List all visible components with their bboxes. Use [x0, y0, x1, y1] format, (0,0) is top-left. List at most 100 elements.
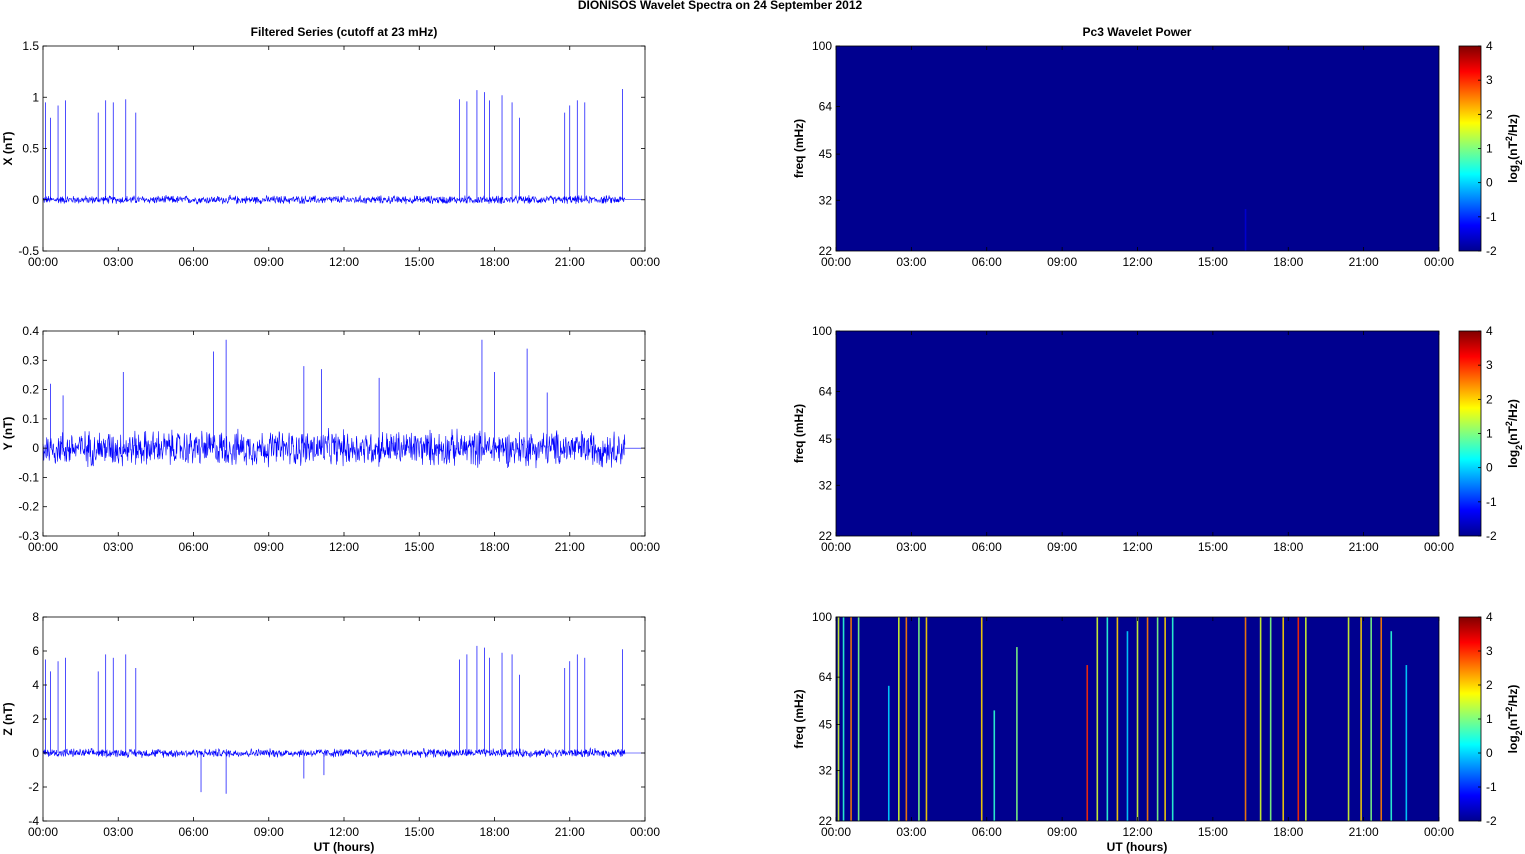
x-tick-label: 00:00 [630, 255, 660, 269]
y-tick-label: 1 [32, 90, 39, 104]
plot-area [43, 331, 645, 536]
colorbar-tick-label: 4 [1486, 610, 1493, 624]
colorbar-tick-label: 1 [1486, 427, 1493, 441]
y-tick-label: 0.5 [22, 142, 39, 156]
colorbar: -2 -1 0 1 2 3 4 log2(nT2/Hz) [1458, 324, 1524, 543]
y-tick-label: 4 [32, 678, 39, 692]
y-axis-label: Z (nT) [1, 702, 15, 735]
heatmap-streak [1116, 617, 1119, 821]
colorbar-label: log2(nT2/Hz) [1504, 399, 1524, 468]
heatmap-streak [1086, 665, 1089, 821]
x-tick-label: 00:00 [630, 825, 660, 839]
heatmap-streak [842, 617, 845, 821]
x-tick-label: 09:00 [1047, 540, 1077, 554]
x-tick-label: 09:00 [254, 540, 284, 554]
x-tick-label: 00:00 [821, 540, 851, 554]
heatmap-streak [918, 617, 920, 821]
heatmap-streak [1156, 617, 1159, 821]
y-tick-label: 0 [32, 746, 39, 760]
y-tick-label: 1.5 [22, 39, 39, 53]
y-tick-label: -0.5 [18, 244, 39, 258]
filtered-series-panel: -0.3 -0.2 -0.1 0 0.1 0.2 0.3 0.4 00:00 03:00 06:00… [1, 324, 660, 554]
x-tick-label: 15:00 [404, 255, 434, 269]
y-tick-label: 32 [819, 193, 833, 207]
heatmap-background [836, 46, 1439, 251]
x-tick-label: 06:00 [972, 255, 1002, 269]
x-tick-label: 09:00 [1047, 825, 1077, 839]
colorbar-tick-label: 0 [1486, 746, 1493, 760]
x-tick-label: 06:00 [972, 540, 1002, 554]
heatmap-streak [1016, 647, 1018, 821]
y-tick-label: -0.3 [18, 529, 39, 543]
x-tick-label: 00:00 [630, 540, 660, 554]
colorbar-tick-label: -1 [1486, 495, 1497, 509]
x-tick-label: 09:00 [254, 255, 284, 269]
y-tick-label: 64 [819, 670, 833, 684]
y-axis-label: freq (mHz) [792, 689, 806, 748]
colorbar-label: log2(nT2/Hz) [1504, 685, 1524, 754]
colorbar-gradient [1458, 330, 1482, 537]
x-tick-label: 12:00 [1122, 255, 1152, 269]
y-tick-label: -2 [28, 780, 39, 794]
heatmap-streak [1390, 631, 1393, 821]
colorbar-tick-label: 4 [1486, 324, 1493, 338]
x-tick-label: 06:00 [178, 255, 208, 269]
colorbar-tick-label: 1 [1486, 712, 1493, 726]
x-tick-label: 18:00 [1273, 255, 1303, 269]
heatmap-streak [837, 617, 840, 821]
x-tick-label: 03:00 [103, 540, 133, 554]
colorbar-tick-label: -1 [1486, 210, 1497, 224]
x-tick-label: 15:00 [1198, 255, 1228, 269]
colorbar-tick-label: -2 [1486, 529, 1497, 543]
filtered-series-panel: -0.5 0 0.5 1 1.5 00:00 03:00 06:00 09:00 12:00 15:… [1, 39, 660, 269]
y-tick-label: 32 [819, 764, 833, 778]
y-tick-label: -4 [28, 814, 39, 828]
y-tick-label: 100 [812, 610, 832, 624]
y-tick-label: 100 [812, 324, 832, 338]
x-tick-label: 00:00 [821, 825, 851, 839]
y-tick-label: 0.4 [22, 324, 39, 338]
colorbar-tick-label: 2 [1486, 107, 1493, 121]
x-tick-label: 18:00 [1273, 825, 1303, 839]
heatmap-streak [1370, 617, 1372, 821]
x-tick-label: 21:00 [1349, 825, 1379, 839]
heatmap-background [836, 331, 1439, 536]
y-tick-label: 6 [32, 644, 39, 658]
colorbar-tick-label: -2 [1486, 244, 1497, 258]
heatmap-streak [898, 617, 900, 821]
colorbar: -2 -1 0 1 2 3 4 log2(nT2/Hz) [1458, 39, 1524, 258]
x-axis-label-right: UT (hours) [1107, 840, 1168, 854]
y-tick-label: 22 [819, 244, 833, 258]
y-tick-label: 45 [819, 432, 833, 446]
x-tick-label: 06:00 [178, 825, 208, 839]
heatmap-streak [1380, 617, 1383, 821]
heatmap-streak [1126, 631, 1129, 821]
x-tick-label: 21:00 [555, 825, 585, 839]
y-tick-label: 45 [819, 147, 833, 161]
heatmap-streak [1259, 617, 1262, 821]
colorbar: -2 -1 0 1 2 3 4 log2(nT2/Hz) [1458, 610, 1524, 828]
y-tick-label: 0 [32, 441, 39, 455]
y-tick-label: 22 [819, 814, 833, 828]
colorbar-label: log2(nT2/Hz) [1504, 114, 1524, 183]
x-tick-label: 18:00 [1273, 540, 1303, 554]
x-tick-label: 21:00 [555, 540, 585, 554]
y-tick-label: 22 [819, 529, 833, 543]
heatmap-streak [905, 617, 908, 821]
series-line [42, 747, 626, 758]
y-tick-label: -0.2 [18, 500, 39, 514]
x-tick-label: 00:00 [28, 255, 58, 269]
right-column-title: Pc3 Wavelet Power [1083, 25, 1192, 39]
colorbar-tick-label: 0 [1486, 461, 1493, 475]
y-tick-label: 45 [819, 718, 833, 732]
x-tick-label: 15:00 [1198, 540, 1228, 554]
colorbar-tick-label: 4 [1486, 39, 1493, 53]
x-tick-label: 21:00 [1349, 540, 1379, 554]
colorbar-tick-label: 1 [1486, 142, 1493, 156]
x-tick-label: 00:00 [28, 825, 58, 839]
heatmap-streak [1146, 617, 1149, 821]
